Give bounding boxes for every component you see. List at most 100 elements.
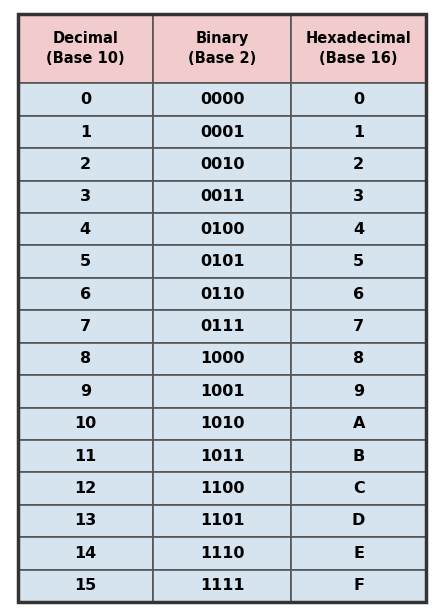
Text: 1011: 1011: [200, 448, 244, 464]
Text: 1111: 1111: [200, 578, 244, 593]
Text: 8: 8: [80, 351, 91, 367]
Text: 1101: 1101: [200, 514, 244, 529]
Text: 3: 3: [80, 189, 91, 205]
Text: 8: 8: [353, 351, 364, 367]
Bar: [18, 440, 153, 472]
Bar: [291, 408, 426, 440]
Bar: [291, 83, 426, 116]
Text: D: D: [352, 514, 365, 529]
Text: B: B: [353, 448, 365, 464]
Text: 0100: 0100: [200, 222, 244, 237]
Bar: [18, 375, 153, 408]
Bar: [153, 375, 291, 408]
Bar: [18, 245, 153, 278]
Bar: [153, 342, 291, 375]
Text: 5: 5: [353, 254, 364, 269]
Bar: [153, 245, 291, 278]
Bar: [18, 83, 153, 116]
Bar: [18, 570, 153, 602]
Text: 12: 12: [74, 481, 96, 496]
Bar: [291, 570, 426, 602]
Text: 10: 10: [74, 416, 96, 431]
Text: 1110: 1110: [200, 546, 244, 561]
Bar: [291, 537, 426, 570]
Text: Hexadecimal
(Base 16): Hexadecimal (Base 16): [306, 31, 412, 66]
Text: 15: 15: [74, 578, 96, 593]
Text: 4: 4: [80, 222, 91, 237]
Text: 0111: 0111: [200, 319, 244, 334]
Text: Binary
(Base 2): Binary (Base 2): [188, 31, 256, 66]
Bar: [18, 148, 153, 180]
Text: 7: 7: [80, 319, 91, 334]
Text: 2: 2: [353, 157, 364, 172]
Bar: [153, 505, 291, 537]
Bar: [291, 180, 426, 213]
Bar: [153, 116, 291, 148]
Text: 0: 0: [80, 92, 91, 107]
Bar: [291, 245, 426, 278]
Text: 14: 14: [74, 546, 96, 561]
Text: 11: 11: [74, 448, 96, 464]
Bar: [153, 310, 291, 342]
Text: 13: 13: [74, 514, 96, 529]
Text: 1: 1: [80, 124, 91, 139]
Text: C: C: [353, 481, 365, 496]
Text: 0: 0: [353, 92, 364, 107]
Text: 1010: 1010: [200, 416, 244, 431]
Bar: [291, 472, 426, 505]
Bar: [18, 537, 153, 570]
Bar: [18, 14, 153, 83]
Bar: [153, 180, 291, 213]
Bar: [153, 148, 291, 180]
Bar: [291, 213, 426, 245]
Bar: [18, 310, 153, 342]
Bar: [291, 310, 426, 342]
Text: 0010: 0010: [200, 157, 244, 172]
Bar: [18, 505, 153, 537]
Bar: [153, 440, 291, 472]
Bar: [291, 14, 426, 83]
Bar: [18, 472, 153, 505]
Bar: [18, 180, 153, 213]
Bar: [291, 278, 426, 310]
Bar: [291, 148, 426, 180]
Bar: [153, 83, 291, 116]
Bar: [18, 278, 153, 310]
Text: Decimal
(Base 10): Decimal (Base 10): [46, 31, 125, 66]
Text: 1100: 1100: [200, 481, 244, 496]
Text: 5: 5: [80, 254, 91, 269]
Bar: [153, 570, 291, 602]
Text: F: F: [353, 578, 364, 593]
Text: 9: 9: [353, 384, 364, 399]
Bar: [18, 213, 153, 245]
Text: 2: 2: [80, 157, 91, 172]
Bar: [153, 408, 291, 440]
Text: 1001: 1001: [200, 384, 244, 399]
Text: 3: 3: [353, 189, 364, 205]
Text: 0110: 0110: [200, 286, 244, 302]
Text: 0000: 0000: [200, 92, 244, 107]
Text: 0101: 0101: [200, 254, 244, 269]
Text: 6: 6: [80, 286, 91, 302]
Text: E: E: [353, 546, 364, 561]
Text: 0001: 0001: [200, 124, 244, 139]
Bar: [291, 440, 426, 472]
Text: A: A: [353, 416, 365, 431]
Text: 0011: 0011: [200, 189, 244, 205]
Text: 6: 6: [353, 286, 364, 302]
Bar: [153, 213, 291, 245]
Bar: [291, 505, 426, 537]
Bar: [153, 278, 291, 310]
Text: 7: 7: [353, 319, 364, 334]
Bar: [291, 116, 426, 148]
Bar: [153, 472, 291, 505]
Text: 9: 9: [80, 384, 91, 399]
Bar: [291, 342, 426, 375]
Text: 1000: 1000: [200, 351, 244, 367]
Bar: [153, 537, 291, 570]
Bar: [18, 116, 153, 148]
Text: 1: 1: [353, 124, 364, 139]
Bar: [291, 375, 426, 408]
Text: 4: 4: [353, 222, 364, 237]
Bar: [153, 14, 291, 83]
